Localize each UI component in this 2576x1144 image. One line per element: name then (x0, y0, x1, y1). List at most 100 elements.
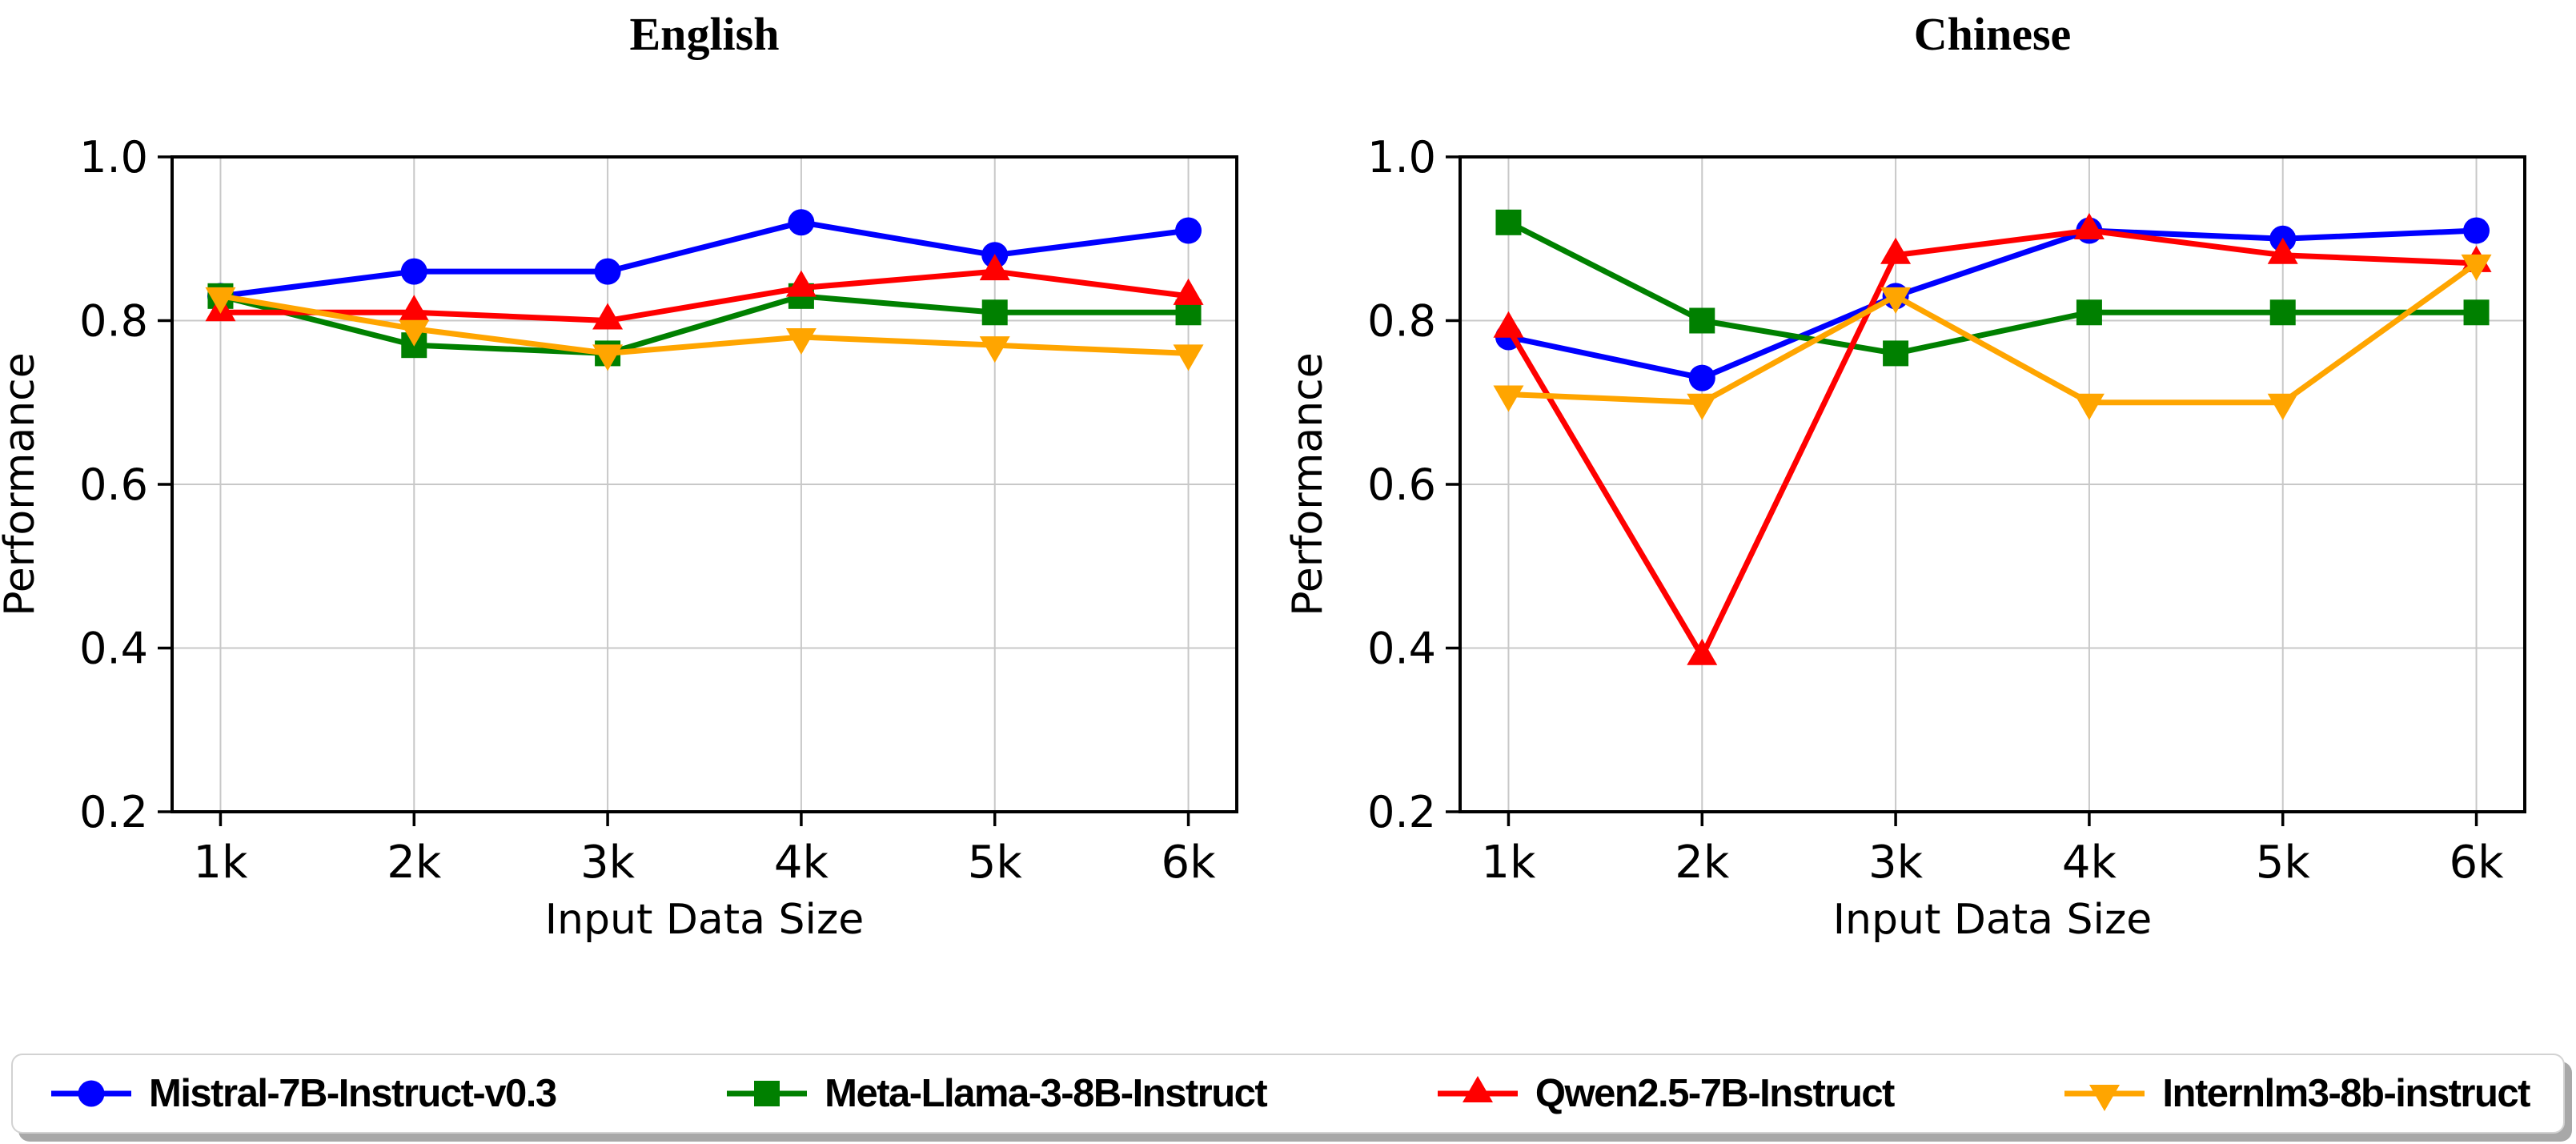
series-mistral-7b-instruct-v0-3 (207, 209, 1202, 310)
triangle-down-marker (2089, 1085, 2121, 1111)
panel-chinese: Chinese 0.2 0.4 0.6 0.8 1.0 1k 2k 3k 4k 5k 6k Input … (1288, 0, 2576, 1001)
circle-marker (2463, 217, 2490, 244)
series-line (220, 268, 1189, 323)
y-tick-label: 0.4 (1367, 623, 1436, 673)
english-line-chart: English 0.2 0.4 0.6 0.8 1.0 1k 2k 3k 4k 5k 6k Input … (0, 8, 1238, 944)
y-tick-label: 0.6 (79, 460, 148, 510)
triangle-down-marker (2073, 393, 2105, 420)
triangle-up-marker (2267, 237, 2298, 264)
y-axis-label: Performance (1288, 352, 1332, 616)
series-line (1507, 219, 2477, 356)
series-meta-llama-3-8b-instruct (207, 283, 1202, 367)
y-axis-label: Performance (0, 352, 44, 616)
x-tick-label: 4k (774, 837, 829, 889)
series-line (1506, 227, 2477, 660)
square-marker (1495, 209, 1522, 235)
triangle-down-marker (592, 344, 624, 371)
square-marker (2269, 299, 2296, 326)
circle-marker (594, 258, 621, 285)
legend-item-meta-llama: Meta-Llama-3-8B-Instruct (722, 1071, 1268, 1116)
charts-row: English 0.2 0.4 0.6 0.8 1.0 1k 2k 3k 4k 5k 6k Input … (0, 0, 2576, 1001)
circle-marker (1688, 364, 1715, 391)
chinese-line-chart: Chinese 0.2 0.4 0.6 0.8 1.0 1k 2k 3k 4k 5k 6k Input … (1288, 8, 2526, 944)
series-line (219, 293, 1189, 356)
series-line (219, 293, 1189, 356)
x-axis-ticks: 1k 2k 3k 4k 5k 6k (1481, 812, 2504, 889)
panel-english: English 0.2 0.4 0.6 0.8 1.0 1k 2k 3k 4k 5k 6k Input … (0, 0, 1288, 1001)
x-tick-label: 5k (968, 837, 1023, 889)
series-meta-llama-3-8b-instruct (1495, 209, 2490, 367)
circle-marker (78, 1080, 105, 1107)
series-internlm3-8b-instruct (1493, 254, 2492, 420)
triangle-down-marker (2267, 393, 2298, 420)
legend-label-internlm: Internlm3-8b-instruct (2162, 1072, 2530, 1115)
y-tick-label: 0.6 (1367, 460, 1436, 510)
y-tick-label: 1.0 (1367, 132, 1436, 183)
y-tick-label: 0.2 (79, 787, 148, 837)
square-marker (1689, 307, 1715, 334)
triangle-down-marker (1880, 287, 1912, 314)
gridlines (1460, 156, 2525, 813)
circle-marker (788, 209, 815, 236)
triangle-up-marker (1880, 237, 1912, 264)
triangle-down-marker (399, 319, 430, 347)
triangle-up-marker (592, 303, 624, 330)
series-line (220, 219, 1189, 299)
x-tick-label: 1k (1481, 837, 1536, 889)
mistral-line-marker-icon (51, 1080, 131, 1107)
square-marker (754, 1081, 780, 1106)
x-tick-label: 5k (2256, 837, 2311, 889)
x-tick-label: 6k (2450, 837, 2505, 889)
triangle-up-marker (399, 295, 430, 322)
square-marker (2463, 299, 2490, 326)
chart-title: Chinese (1914, 8, 2072, 60)
plot-border (1459, 155, 2526, 813)
triangle-up-marker (2073, 213, 2105, 240)
triangle-down-marker (785, 327, 817, 355)
x-tick-label: 2k (1675, 837, 1730, 889)
triangle-down-marker (1173, 344, 1204, 371)
series-qwen2-5-7b-instruct (1493, 213, 2492, 665)
legend-label-qwen: Qwen2.5-7B-Instruct (1535, 1072, 1895, 1115)
y-axis-ticks: 0.2 0.4 0.6 0.8 1.0 (1367, 132, 1460, 837)
legend-item-qwen: Qwen2.5-7B-Instruct (1433, 1071, 1895, 1116)
meta-llama-line-marker-icon (727, 1081, 808, 1106)
x-tick-label: 2k (387, 837, 442, 889)
chart-title: English (630, 8, 780, 60)
x-axis-ticks: 1k 2k 3k 4k 5k 6k (193, 812, 1216, 889)
triangle-down-marker (979, 336, 1010, 363)
y-tick-label: 0.8 (1367, 295, 1436, 346)
qwen-line-marker-icon (1437, 1076, 1518, 1102)
x-tick-label: 1k (193, 837, 248, 889)
triangle-up-marker (1173, 278, 1204, 305)
y-axis-ticks: 0.2 0.4 0.6 0.8 1.0 (79, 132, 172, 837)
internlm-line-marker-icon (2064, 1085, 2145, 1111)
triangle-up-marker (979, 254, 1010, 281)
y-tick-label: 0.2 (1367, 787, 1436, 837)
series-line (1508, 261, 2478, 406)
gridlines (172, 156, 1237, 813)
y-tick-label: 1.0 (79, 132, 148, 183)
x-tick-label: 4k (2062, 837, 2117, 889)
triangle-down-marker (205, 287, 236, 314)
triangle-down-marker (2461, 254, 2492, 281)
triangle-down-marker (1493, 385, 1524, 412)
legend-label-mistral: Mistral-7B-Instruct-v0.3 (149, 1072, 557, 1115)
x-tick-label: 3k (1868, 837, 1924, 889)
y-tick-label: 0.4 (79, 623, 148, 673)
triangle-up-marker (1462, 1076, 1493, 1102)
plot-border (171, 155, 1238, 813)
square-marker (1883, 340, 1909, 367)
x-axis-label: Input Data Size (545, 896, 865, 944)
x-axis-label: Input Data Size (1833, 896, 2153, 944)
legend-label-meta-llama: Meta-Llama-3-8B-Instruct (825, 1072, 1268, 1115)
series-qwen2-5-7b-instruct (205, 254, 1204, 330)
triangle-up-marker (785, 270, 817, 297)
series-line (1507, 227, 2477, 381)
triangle-up-marker (1493, 311, 1524, 338)
y-tick-label: 0.8 (79, 295, 148, 346)
x-tick-label: 3k (580, 837, 636, 889)
legend-item-mistral: Mistral-7B-Instruct-v0.3 (46, 1071, 557, 1116)
x-tick-label: 6k (1162, 837, 1217, 889)
